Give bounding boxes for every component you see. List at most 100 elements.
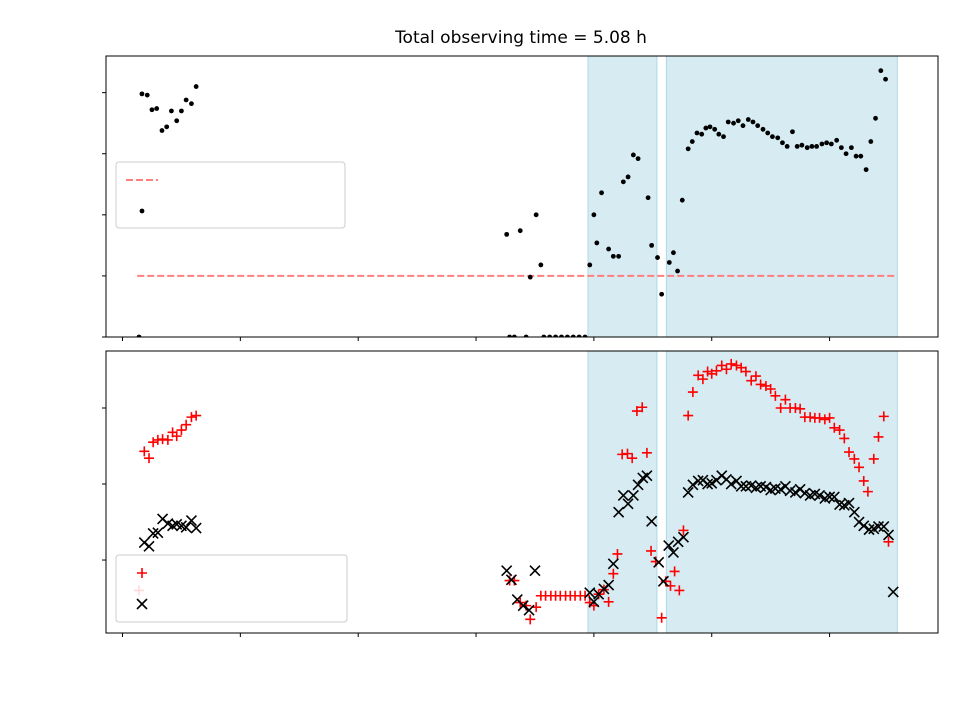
measurement-point xyxy=(559,334,564,337)
measurement-point xyxy=(139,91,145,97)
matched-star-point xyxy=(883,536,894,547)
measurement-point xyxy=(843,151,849,157)
matched-star-point xyxy=(622,448,633,459)
shaded-interval xyxy=(587,350,658,634)
measurement-point xyxy=(616,253,622,259)
predicted-star-point xyxy=(641,470,653,482)
measurement-point xyxy=(804,145,810,151)
measurement-point xyxy=(533,212,539,218)
measurement-point xyxy=(828,141,834,147)
measurement-point xyxy=(666,260,672,265)
measurement-point xyxy=(154,106,160,111)
measurement-point xyxy=(599,190,604,196)
matched-star-point xyxy=(603,596,614,607)
measurement-point xyxy=(750,119,756,125)
matched-star-point xyxy=(697,374,708,385)
measurement-point xyxy=(694,130,700,136)
measurement-point xyxy=(594,240,600,246)
measurement-point xyxy=(159,128,165,133)
matched-star-point xyxy=(181,419,192,430)
matched-star-point xyxy=(139,446,150,457)
matched-star-point xyxy=(795,403,806,414)
measurement-point xyxy=(780,140,785,146)
axes-frame xyxy=(105,55,939,338)
measurement-point xyxy=(740,123,746,129)
matched-star-point xyxy=(878,411,889,422)
matched-star-point xyxy=(641,447,652,458)
measurement-point xyxy=(863,167,869,173)
predicted-star-point xyxy=(687,479,699,491)
matched-star-point xyxy=(834,425,845,436)
matched-star-point xyxy=(844,447,855,458)
matched-star-point xyxy=(674,585,685,596)
matched-star-point xyxy=(608,568,619,579)
measurement-point xyxy=(716,131,722,137)
matched-star-point xyxy=(144,453,155,464)
measurement-point xyxy=(671,250,676,256)
matched-star-point xyxy=(678,525,689,536)
measurement-point xyxy=(169,108,174,114)
measurement-point xyxy=(504,231,510,237)
measurement-point xyxy=(564,334,570,337)
measurement-point xyxy=(606,246,612,252)
ratio-panel xyxy=(102,55,939,341)
measurement-point xyxy=(630,152,636,158)
measurement-point xyxy=(507,334,513,337)
measurement-point xyxy=(655,255,660,260)
legend-frame xyxy=(115,554,348,623)
matched-star-point xyxy=(721,364,732,375)
measurement-point xyxy=(794,144,800,149)
measurement-point xyxy=(883,76,888,82)
matched-star-point xyxy=(849,453,860,464)
matched-star-point xyxy=(687,387,698,398)
measurement-point xyxy=(625,174,631,180)
predicted-star-point xyxy=(517,600,529,612)
matched-star-point xyxy=(824,412,835,423)
predicted-star-point xyxy=(529,565,541,577)
matched-star-point xyxy=(191,410,202,421)
matched-star-point xyxy=(746,375,757,386)
predicted-star-point xyxy=(663,540,675,552)
measurement-point xyxy=(610,253,616,259)
measurement-point xyxy=(527,274,533,280)
predicted-star-point xyxy=(147,527,159,539)
measurement-point xyxy=(790,129,795,135)
measurement-point xyxy=(685,146,691,152)
predicted-star-point xyxy=(622,498,634,510)
measurement-point xyxy=(553,334,558,337)
matched-star-point xyxy=(627,453,638,464)
measurement-point xyxy=(523,334,529,337)
predicted-star-point xyxy=(735,480,747,492)
matched-star-point xyxy=(755,379,766,390)
matched-star-point xyxy=(646,545,657,556)
series-layer xyxy=(136,68,898,337)
shaded-interval xyxy=(587,55,658,338)
measurement-point xyxy=(868,139,874,144)
predicted-star-point xyxy=(667,546,679,558)
predicted-star-point xyxy=(588,596,600,608)
measurement-point xyxy=(582,334,588,337)
count-panel xyxy=(102,350,939,637)
legend-matched-swatch xyxy=(137,568,147,578)
matched-star-point xyxy=(148,437,159,448)
measurement-point xyxy=(144,92,150,98)
matched-star-point xyxy=(669,566,680,577)
legend xyxy=(115,554,348,623)
measurement-point xyxy=(193,84,199,89)
matched-star-point xyxy=(858,475,869,486)
predicted-star-point xyxy=(682,486,694,498)
matched-star-point xyxy=(750,371,761,382)
matched-star-point xyxy=(656,612,667,623)
measurement-point xyxy=(770,134,775,140)
predicted-star-point xyxy=(617,489,629,501)
legend-predicted-swatch xyxy=(136,598,148,610)
measurement-point xyxy=(587,262,593,268)
predicted-star-point xyxy=(725,478,737,490)
predicted-star-point xyxy=(613,506,625,518)
measurement-point xyxy=(775,135,781,141)
predicted-star-point xyxy=(653,556,665,568)
measurement-point xyxy=(649,242,655,248)
legend xyxy=(115,161,346,229)
measurement-point xyxy=(707,124,713,130)
measurement-point xyxy=(541,334,547,337)
